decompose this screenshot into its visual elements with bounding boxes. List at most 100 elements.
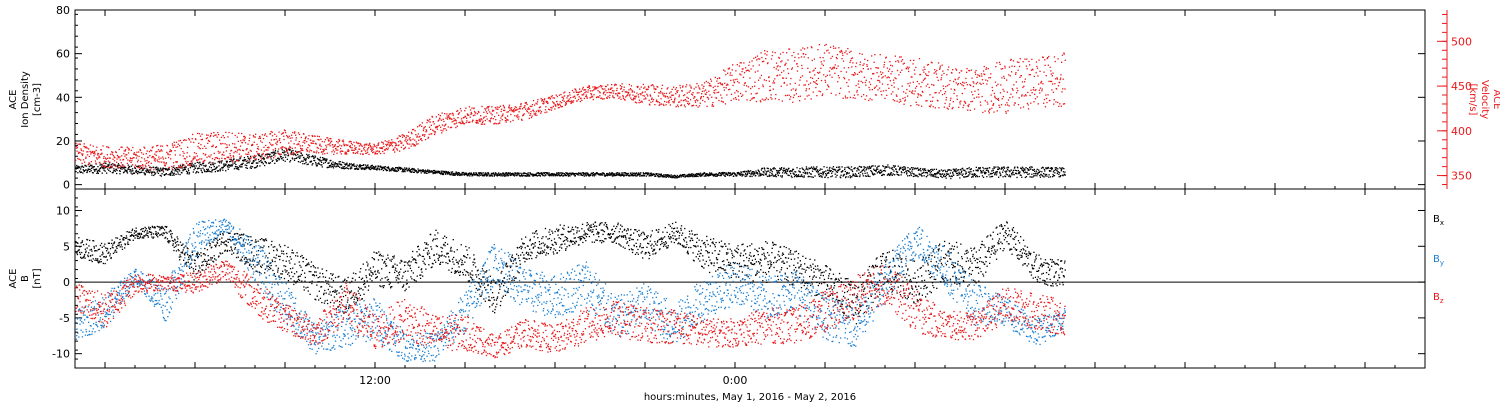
data-point xyxy=(643,98,645,100)
data-point xyxy=(209,161,211,163)
data-point xyxy=(773,82,776,84)
data-point xyxy=(289,145,291,148)
data-point xyxy=(408,131,410,133)
data-point xyxy=(733,175,735,177)
data-point xyxy=(465,173,467,175)
data-point xyxy=(696,173,698,175)
data-point xyxy=(425,172,427,174)
data-point xyxy=(82,159,85,161)
data-point xyxy=(287,154,290,157)
data-point xyxy=(766,170,768,173)
data-point xyxy=(731,74,733,77)
data-point xyxy=(79,143,81,145)
data-point xyxy=(497,174,499,176)
data-point xyxy=(190,162,192,165)
data-point xyxy=(774,52,776,54)
data-point xyxy=(406,142,408,144)
data-point xyxy=(277,140,279,142)
data-point xyxy=(133,157,135,159)
data-point xyxy=(116,172,118,175)
data-point xyxy=(111,172,113,174)
data-point xyxy=(179,154,181,156)
data-point xyxy=(949,169,951,171)
data-point xyxy=(90,153,92,155)
data-point xyxy=(403,134,405,137)
data-point xyxy=(835,171,837,173)
data-point xyxy=(239,166,241,168)
data-point xyxy=(346,162,348,164)
data-point xyxy=(639,173,641,176)
data-point xyxy=(78,151,80,153)
data-point xyxy=(770,94,772,96)
data-point xyxy=(779,53,782,55)
data-point xyxy=(453,120,455,122)
data-point xyxy=(732,172,734,174)
data-point xyxy=(449,118,451,120)
data-point xyxy=(640,86,642,88)
data-point xyxy=(645,98,647,100)
data-point xyxy=(869,167,872,169)
data-point xyxy=(129,170,131,172)
data-point xyxy=(228,164,230,167)
data-point xyxy=(750,173,752,176)
data-point xyxy=(769,171,771,174)
data-point xyxy=(844,167,846,169)
data-point xyxy=(293,143,295,145)
data-point xyxy=(263,158,265,161)
data-point xyxy=(481,173,483,175)
data-point xyxy=(631,90,634,92)
data-point xyxy=(131,164,134,166)
data-point xyxy=(122,159,124,161)
data-point xyxy=(280,133,283,135)
data-point xyxy=(820,61,822,63)
data-point xyxy=(268,162,270,164)
data-point xyxy=(552,174,554,176)
data-point xyxy=(652,100,654,103)
data-point xyxy=(660,98,662,100)
data-point xyxy=(818,44,821,46)
data-point xyxy=(274,147,277,150)
data-point xyxy=(471,113,473,115)
data-point xyxy=(290,153,292,156)
data-point xyxy=(426,172,428,174)
data-point xyxy=(477,122,479,124)
data-point xyxy=(269,142,271,144)
data-point xyxy=(392,169,394,171)
data-point xyxy=(208,140,211,143)
data-point xyxy=(289,159,292,162)
data-point xyxy=(188,170,190,172)
data-point xyxy=(217,170,220,172)
data-point xyxy=(543,102,545,104)
data-point xyxy=(233,146,236,148)
data-point xyxy=(589,97,591,99)
data-point xyxy=(140,167,142,169)
data-point xyxy=(455,122,458,124)
data-point xyxy=(392,141,394,143)
data-point xyxy=(676,104,679,106)
data-point xyxy=(485,109,487,111)
data-point xyxy=(345,144,347,146)
data-point xyxy=(341,150,343,152)
data-point xyxy=(612,172,614,175)
data-point xyxy=(1021,166,1024,168)
data-point xyxy=(189,167,192,169)
data-point xyxy=(103,160,106,162)
data-point xyxy=(489,119,491,122)
data-point xyxy=(939,170,941,172)
data-point xyxy=(164,164,166,166)
data-point xyxy=(965,171,967,173)
data-point xyxy=(81,165,84,167)
data-point xyxy=(1039,170,1041,172)
data-point xyxy=(91,172,94,174)
data-point xyxy=(817,170,819,173)
data-point xyxy=(631,172,633,174)
data-point xyxy=(558,172,560,174)
data-point xyxy=(575,91,578,93)
data-point xyxy=(199,158,201,160)
data-point xyxy=(571,89,574,92)
data-point xyxy=(556,95,558,98)
data-point xyxy=(248,140,250,142)
data-point xyxy=(706,91,708,94)
data-point xyxy=(529,108,531,110)
data-point xyxy=(297,143,299,145)
